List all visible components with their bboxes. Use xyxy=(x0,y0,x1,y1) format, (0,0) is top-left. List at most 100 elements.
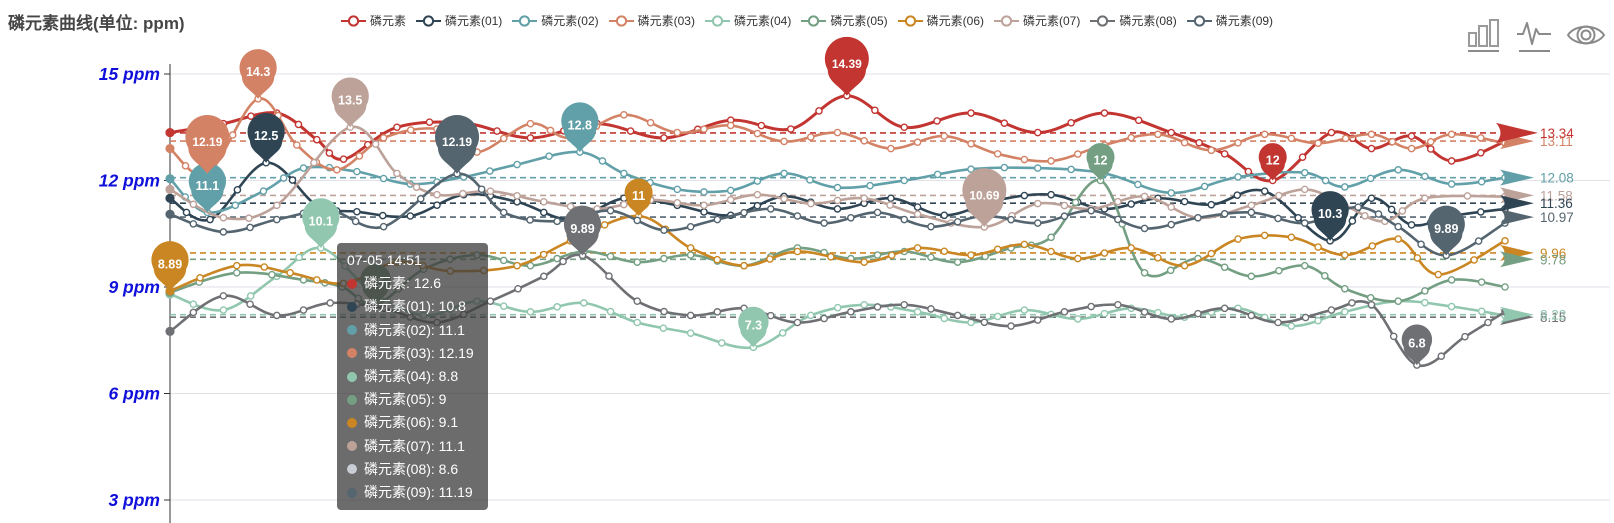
series-start-dot xyxy=(165,209,175,219)
svg-text:12: 12 xyxy=(1094,154,1108,168)
legend-label: 磷元素(08) xyxy=(1119,14,1177,28)
max-marker: 13.5 xyxy=(331,77,369,128)
svg-text:6.8: 6.8 xyxy=(1408,336,1425,350)
legend-label: 磷元素(02) xyxy=(541,14,599,28)
average-labels: 10.97 8.15 11.58 9.969.78 8.22 13.11 12.08 11.3… xyxy=(1496,122,1574,326)
max-marker: 14.39 xyxy=(824,36,869,96)
svg-text:12.19: 12.19 xyxy=(442,135,472,149)
min-marker: 9.89 xyxy=(1427,205,1465,256)
chart-title: 磷元素曲线(单位: ppm) xyxy=(8,14,185,33)
y-axis: 15 ppm 12 ppm 9 ppm 6 ppm 3 ppm xyxy=(99,64,171,523)
y-axis-label: 6 ppm xyxy=(108,384,160,404)
average-value-label: 9.78 xyxy=(1540,252,1566,267)
max-marker: 12 xyxy=(1086,143,1115,181)
line-chart-icon[interactable] xyxy=(1515,16,1553,54)
svg-text:9.89: 9.89 xyxy=(570,222,594,236)
series-磷元素(09) xyxy=(165,169,1509,260)
legend-line-circle-icon xyxy=(1090,14,1116,27)
max-marker: 9.89 xyxy=(563,205,602,256)
min-marker: 12.19 xyxy=(185,114,230,174)
legend-label: 磷元素(03) xyxy=(637,14,695,28)
average-value-label: 10.97 xyxy=(1540,210,1574,225)
min-marker: 8.89 xyxy=(151,241,189,291)
legend-item-磷元素(06)[interactable]: 磷元素(06) xyxy=(897,12,985,29)
series-start-dot xyxy=(165,174,175,184)
svg-text:14.39: 14.39 xyxy=(832,57,862,71)
legend-label: 磷元素(09) xyxy=(1215,14,1274,28)
svg-text:10.3: 10.3 xyxy=(1318,207,1342,221)
min-marker: 10.69 xyxy=(962,168,1007,228)
svg-text:11: 11 xyxy=(632,189,645,203)
min-marker: 11.1 xyxy=(188,162,226,213)
average-value-label: 9.96 xyxy=(1540,246,1566,261)
legend-line-circle-icon xyxy=(994,14,1020,27)
svg-text:13.5: 13.5 xyxy=(338,94,362,108)
svg-text:12.8: 12.8 xyxy=(568,118,592,132)
svg-text:8.5: 8.5 xyxy=(367,276,384,290)
svg-text:14.3: 14.3 xyxy=(246,65,270,79)
max-marker: 14.3 xyxy=(239,49,277,99)
legend-item-磷元素(01)[interactable]: 磷元素(01) xyxy=(415,12,503,29)
max-marker: 10.1 xyxy=(302,198,340,248)
legend: 磷元素 磷元素(01) 磷元素(02) 磷元素(03) 磷元素(04) 磷元素(05) 磷元… xyxy=(230,12,1384,29)
min-marker: 6.8 xyxy=(1401,324,1433,366)
legend-label: 磷元素(07) xyxy=(1023,14,1081,28)
legend-line-circle-icon xyxy=(897,14,923,27)
series-磷元素(03) xyxy=(165,95,1509,178)
average-value-label: 11.36 xyxy=(1540,196,1573,211)
y-axis-label: 9 ppm xyxy=(108,277,160,297)
series-start-dot xyxy=(165,127,175,138)
svg-text:11.1: 11.1 xyxy=(196,179,220,193)
legend-item-磷元素(02)[interactable]: 磷元素(02) xyxy=(512,12,599,29)
legend-line-circle-icon xyxy=(704,14,730,27)
legend-line-circle-icon xyxy=(1186,14,1212,27)
series-lines xyxy=(165,91,1509,369)
series-start-dot xyxy=(165,286,175,296)
legend-line-circle-icon xyxy=(340,14,366,27)
toolbar xyxy=(1464,16,1606,54)
series-start-dot xyxy=(165,143,175,154)
svg-text:8.89: 8.89 xyxy=(158,257,182,271)
average-value-label: 12.08 xyxy=(1540,171,1574,186)
series-start-dot xyxy=(165,326,175,336)
y-axis-label: 15 ppm xyxy=(99,64,160,84)
svg-text:12.5: 12.5 xyxy=(254,129,278,143)
legend-item-磷元素(03)[interactable]: 磷元素(03) xyxy=(608,12,695,29)
legend-label: 磷元素 xyxy=(369,14,406,28)
min-marker: 7.3 xyxy=(738,306,769,348)
legend-item-磷元素(08)[interactable]: 磷元素(08) xyxy=(1090,12,1177,29)
y-axis-label: 3 ppm xyxy=(108,490,160,510)
svg-text:10.69: 10.69 xyxy=(969,188,999,202)
legend-line-circle-icon xyxy=(415,14,441,27)
max-marker: 12.19 xyxy=(435,114,480,174)
average-value-label: 13.34 xyxy=(1540,126,1574,141)
min-marker: 10.3 xyxy=(1311,191,1349,241)
legend-item-磷元素(05)[interactable]: 磷元素(05) xyxy=(801,12,888,29)
svg-text:12.19: 12.19 xyxy=(192,135,222,149)
legend-item-磷元素(04)[interactable]: 磷元素(04) xyxy=(704,12,792,29)
legend-label: 磷元素(01) xyxy=(444,14,503,28)
legend-label: 磷元素(06) xyxy=(926,14,985,28)
legend-line-circle-icon xyxy=(608,14,634,27)
legend-item-磷元素(07)[interactable]: 磷元素(07) xyxy=(994,12,1080,29)
eye-icon[interactable] xyxy=(1566,16,1606,54)
average-value-label: 8.22 xyxy=(1540,308,1566,323)
y-axis-label: 12 ppm xyxy=(99,171,160,191)
legend-line-circle-icon xyxy=(512,14,538,27)
svg-text:12: 12 xyxy=(1266,154,1280,168)
legend-label: 磷元素(05) xyxy=(830,14,888,28)
bar-chart-icon[interactable] xyxy=(1464,16,1502,54)
series-磷元素(04) xyxy=(165,244,1509,352)
average-value-label: 8.15 xyxy=(1540,310,1566,325)
max-marker: 12.5 xyxy=(247,113,285,163)
series-start-dot xyxy=(165,184,175,194)
legend-label: 磷元素(04) xyxy=(733,14,792,28)
legend-item-磷元素[interactable]: 磷元素 xyxy=(340,12,406,29)
max-marker: 11 xyxy=(624,178,653,216)
svg-text:7.3: 7.3 xyxy=(745,319,762,333)
svg-text:10.1: 10.1 xyxy=(309,214,333,228)
legend-item-磷元素(09)[interactable]: 磷元素(09) xyxy=(1186,12,1274,29)
max-marker: 12.8 xyxy=(561,102,599,153)
svg-text:9.89: 9.89 xyxy=(1434,222,1458,236)
